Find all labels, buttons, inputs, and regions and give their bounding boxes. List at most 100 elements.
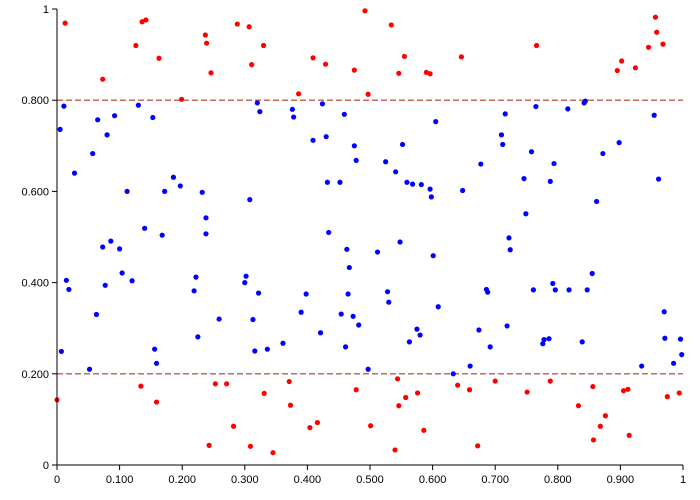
data-point <box>310 137 316 143</box>
data-point <box>314 419 321 426</box>
data-point <box>344 246 350 252</box>
data-point <box>108 238 114 244</box>
data-point <box>250 316 256 323</box>
data-point <box>660 41 666 47</box>
data-point <box>677 336 684 342</box>
data-point <box>143 17 149 23</box>
data-point <box>393 169 399 175</box>
data-point <box>540 341 546 347</box>
data-point <box>337 179 343 185</box>
data-point <box>368 423 374 429</box>
data-point <box>392 447 398 453</box>
data-point <box>203 231 209 237</box>
data-point <box>264 346 270 352</box>
data-point <box>417 332 423 338</box>
data-point <box>584 287 590 293</box>
data-point <box>104 132 110 138</box>
data-point <box>71 170 78 176</box>
data-point <box>280 340 286 346</box>
data-point <box>383 159 389 165</box>
data-point <box>342 344 349 350</box>
data-point <box>153 360 160 366</box>
data-point <box>100 76 106 82</box>
data-point <box>298 309 304 315</box>
data-point <box>460 187 466 194</box>
data-point <box>86 366 93 372</box>
data-point <box>243 273 249 279</box>
data-point <box>323 134 329 140</box>
points-layer <box>54 8 685 456</box>
axes-layer <box>56 9 683 466</box>
data-point <box>260 42 267 49</box>
data-point <box>671 360 677 366</box>
data-point <box>435 304 441 310</box>
data-point <box>162 188 168 194</box>
data-point <box>61 103 67 109</box>
data-point <box>257 109 263 115</box>
data-point <box>362 8 368 14</box>
data-point <box>100 244 106 250</box>
data-point <box>401 53 408 60</box>
data-point <box>414 390 421 396</box>
data-point <box>478 161 484 167</box>
data-point <box>216 316 222 322</box>
data-point <box>384 289 391 295</box>
data-point <box>270 450 276 456</box>
data-point <box>255 290 262 296</box>
x-tick-label: 0.800 <box>544 474 572 486</box>
data-point <box>524 389 530 395</box>
data-point <box>409 181 416 187</box>
data-point <box>487 344 493 350</box>
data-point <box>95 117 101 123</box>
data-point <box>93 311 100 318</box>
data-point <box>111 113 118 119</box>
data-point <box>530 287 536 293</box>
data-point <box>625 386 631 392</box>
data-point <box>566 287 572 293</box>
data-point <box>458 54 464 60</box>
data-point <box>467 363 473 369</box>
y-tick-label: 0 <box>43 460 49 472</box>
data-point <box>353 157 359 163</box>
data-point <box>427 186 433 192</box>
data-point <box>346 264 352 271</box>
data-point <box>199 189 205 195</box>
data-point <box>397 239 403 245</box>
data-point <box>124 188 130 194</box>
data-point <box>428 194 434 200</box>
y-ticks: 0 0.200 0.400 0.600 0.800 1 <box>21 4 57 472</box>
data-point <box>551 160 557 167</box>
data-point <box>645 44 652 50</box>
data-point <box>399 141 406 148</box>
data-point <box>676 390 682 396</box>
y-tick-label: 0.400 <box>21 278 49 290</box>
data-point <box>427 71 433 77</box>
data-point <box>57 126 63 132</box>
data-point <box>208 70 214 76</box>
data-point <box>206 442 212 448</box>
data-point <box>286 378 292 385</box>
data-point <box>547 178 553 184</box>
data-point <box>597 423 603 429</box>
data-point <box>616 140 622 146</box>
y-tick-label: 0.800 <box>21 95 49 107</box>
data-point <box>575 403 582 409</box>
data-point <box>326 229 332 236</box>
data-point <box>138 383 144 389</box>
data-point <box>679 352 685 358</box>
data-point <box>404 179 410 185</box>
data-point <box>406 339 413 345</box>
data-point <box>66 286 72 293</box>
x-tick-label: 0.400 <box>294 474 322 486</box>
data-point <box>396 70 402 76</box>
data-point <box>365 91 371 97</box>
data-point <box>102 282 108 288</box>
data-point <box>90 150 96 157</box>
data-point <box>386 299 392 305</box>
data-point <box>506 235 512 241</box>
data-point <box>590 437 597 443</box>
x-tick-label: 0.300 <box>231 474 259 486</box>
data-point <box>421 427 427 433</box>
data-point <box>546 336 552 342</box>
